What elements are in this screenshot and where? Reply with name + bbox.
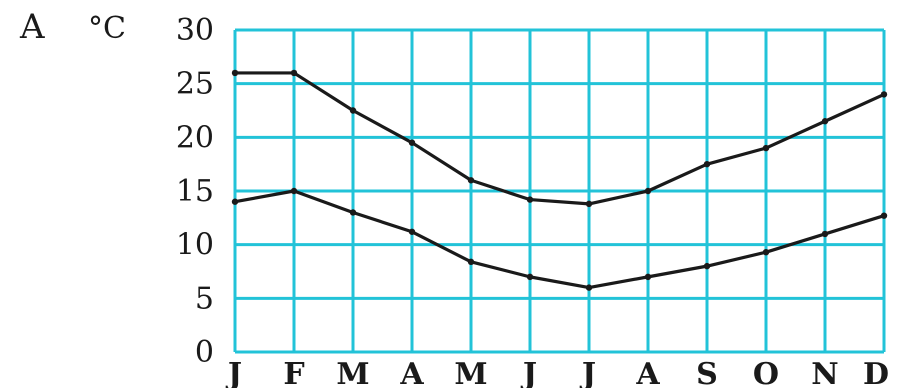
x-tick-label: O	[753, 357, 779, 388]
y-tick-label: 25	[176, 67, 214, 102]
x-tick-label: J	[520, 357, 537, 388]
data-point	[290, 187, 298, 195]
data-point	[762, 248, 770, 256]
data-point	[585, 284, 593, 291]
x-tick-label: A	[399, 357, 424, 388]
data-point	[762, 144, 770, 152]
data-point	[644, 187, 652, 195]
data-point	[526, 273, 534, 281]
x-tick-label: M	[336, 357, 369, 388]
y-tick-label: 5	[195, 281, 214, 316]
data-point	[467, 258, 475, 266]
y-axis-unit-label: °C	[88, 11, 126, 46]
data-point	[349, 209, 357, 216]
y-axis-ticks: 0 5 10 15 20 25 30	[176, 13, 214, 370]
data-point	[290, 69, 298, 77]
data-point	[821, 230, 829, 238]
series-line-2	[233, 189, 886, 290]
series-line-1	[233, 71, 886, 206]
x-tick-label: J	[579, 357, 596, 388]
series-layer	[231, 69, 888, 291]
data-point	[408, 228, 416, 235]
x-tick-label: S	[696, 357, 718, 388]
y-tick-label: 20	[176, 120, 214, 155]
y-tick-label: 15	[176, 174, 214, 209]
y-tick-label: 0	[195, 335, 214, 370]
plot-grid	[233, 28, 886, 354]
data-point	[703, 262, 711, 270]
data-point	[585, 200, 593, 208]
data-point	[526, 196, 534, 203]
data-point	[231, 198, 239, 205]
panel-label: A	[19, 7, 45, 47]
data-point	[880, 91, 888, 98]
data-point	[880, 212, 888, 219]
y-tick-label: 10	[176, 228, 214, 263]
data-point	[467, 177, 475, 184]
x-tick-label: M	[454, 357, 487, 388]
data-point	[231, 69, 239, 77]
data-point	[703, 160, 711, 168]
x-tick-label: D	[863, 357, 889, 388]
x-tick-label: A	[635, 357, 660, 388]
data-point	[408, 139, 416, 146]
data-point	[644, 273, 652, 281]
data-point	[821, 118, 829, 125]
x-tick-label: J	[225, 357, 242, 388]
y-tick-label: 30	[176, 13, 214, 48]
x-tick-label: N	[811, 357, 838, 388]
data-point	[349, 107, 357, 114]
x-tick-label: F	[283, 357, 304, 388]
